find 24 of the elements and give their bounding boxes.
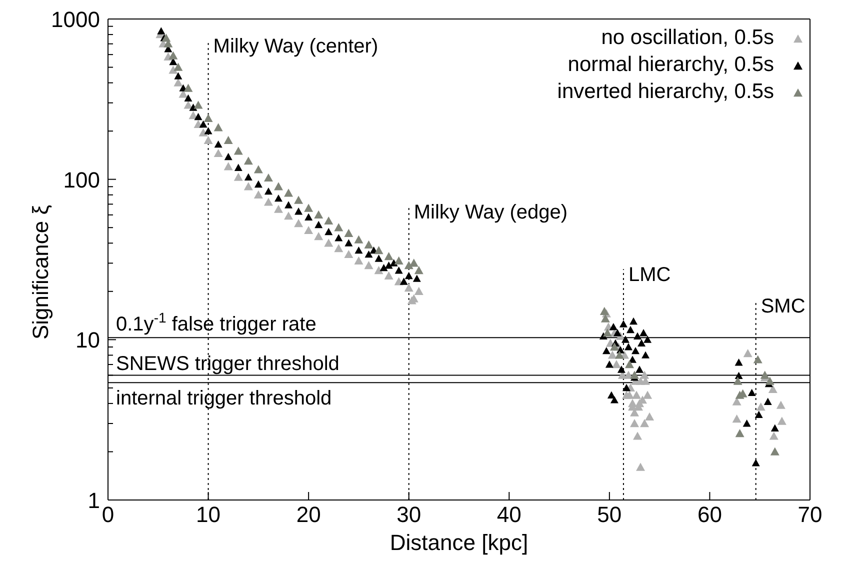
legend-label: no oscillation, 0.5s (601, 25, 774, 51)
ref-line-label: Milky Way (edge) (414, 202, 568, 224)
ref-line-label: LMC (628, 264, 671, 286)
x-axis-title: Distance [kpc] (390, 530, 528, 555)
y-tick-label: 100 (63, 167, 100, 192)
y-tick-label: 1000 (51, 7, 100, 32)
ref-line-label: Milky Way (center) (213, 36, 378, 58)
legend-label: inverted hierarchy, 0.5s (557, 79, 774, 105)
x-tick-label: 0 (102, 502, 114, 527)
ref-line-label: SNEWS trigger threshold (116, 353, 340, 376)
ref-line-label: internal trigger threshold (116, 388, 332, 410)
x-tick-label: 30 (396, 502, 422, 527)
x-tick-label: 20 (296, 502, 321, 527)
ref-line-label: SMC (760, 295, 806, 318)
y-tick-label: 1 (88, 488, 100, 513)
y-axis-title: Significance ξ (28, 204, 53, 340)
x-tick-label: 40 (496, 502, 522, 527)
y-tick-label: 10 (76, 328, 100, 353)
legend-label: normal hierarchy, 0.5s (568, 52, 774, 78)
ref-line-label: 0.1y$^{-1}$ false trigger rate (116, 310, 316, 336)
x-tick-label: 70 (798, 502, 822, 527)
x-tick-label: 50 (597, 502, 622, 527)
x-tick-label: 10 (196, 502, 221, 527)
x-tick-label: 60 (697, 502, 722, 527)
